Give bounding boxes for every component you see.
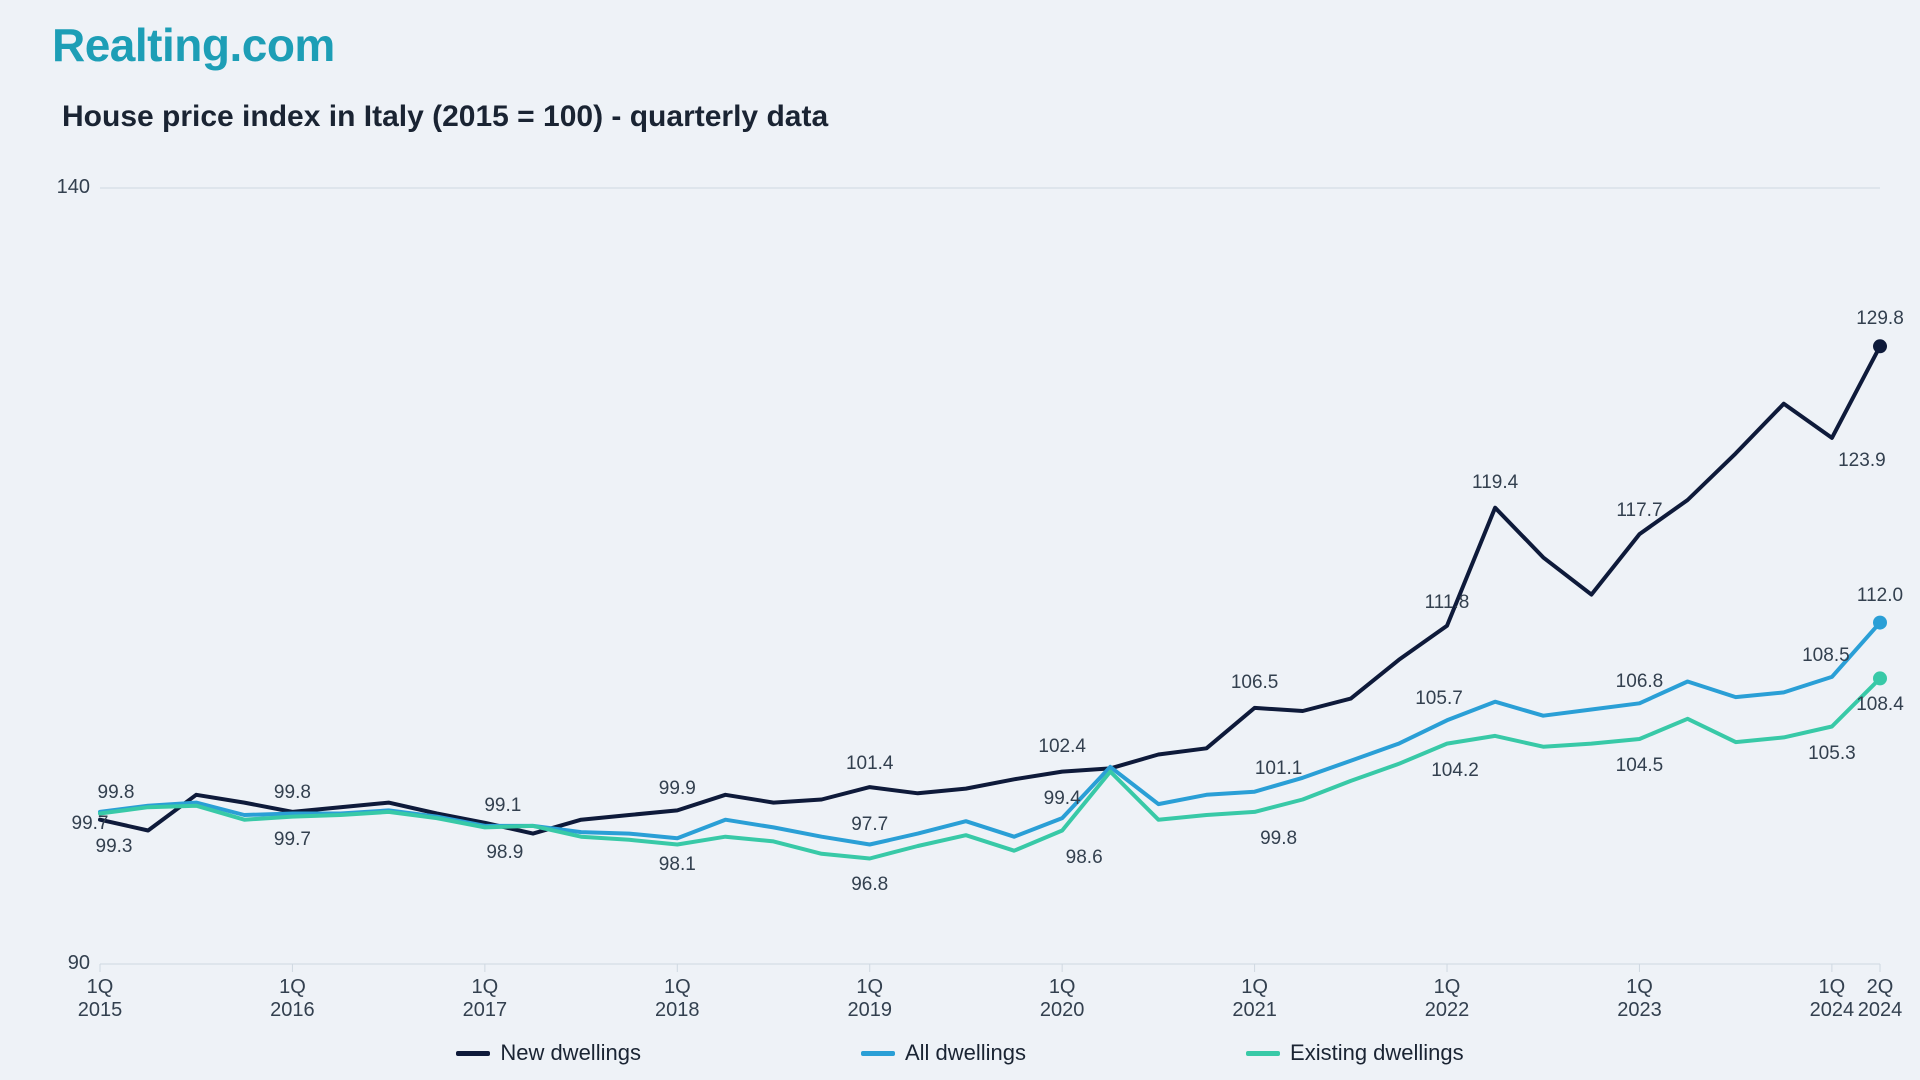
x-tick-label: 1Q2022 bbox=[1407, 976, 1487, 1022]
data-point-label: 104.2 bbox=[1431, 760, 1479, 782]
data-point-label: 99.7 bbox=[72, 813, 109, 835]
data-point-label: 97.7 bbox=[851, 814, 888, 836]
data-point-label: 99.9 bbox=[659, 778, 696, 800]
data-point-label: 108.4 bbox=[1856, 694, 1904, 716]
data-point-label: 117.7 bbox=[1616, 500, 1662, 522]
data-point-label: 99.7 bbox=[274, 829, 311, 851]
legend-label: Existing dwellings bbox=[1290, 1040, 1464, 1066]
data-point-label: 104.5 bbox=[1616, 755, 1664, 777]
data-point-label: 101.4 bbox=[846, 753, 894, 775]
data-point-label: 98.1 bbox=[659, 854, 696, 876]
x-tick-label: 2Q2024 bbox=[1840, 976, 1920, 1022]
data-point-label: 105.7 bbox=[1415, 688, 1463, 710]
legend-label: All dwellings bbox=[905, 1040, 1026, 1066]
data-point-label: 98.9 bbox=[486, 842, 523, 864]
chart-svg bbox=[0, 0, 1920, 1080]
legend-swatch bbox=[861, 1051, 895, 1056]
x-tick-label: 1Q2021 bbox=[1215, 976, 1295, 1022]
legend-label: New dwellings bbox=[500, 1040, 641, 1066]
data-point-label: 106.8 bbox=[1616, 671, 1664, 693]
data-point-label: 99.4 bbox=[1044, 788, 1081, 810]
x-tick-label: 1Q2017 bbox=[445, 976, 525, 1022]
x-tick-label: 1Q2018 bbox=[637, 976, 717, 1022]
legend-swatch bbox=[456, 1051, 490, 1056]
data-point-label: 123.9 bbox=[1838, 450, 1886, 472]
data-point-label: 106.5 bbox=[1231, 672, 1279, 694]
data-point-label: 96.8 bbox=[851, 874, 888, 896]
x-tick-label: 1Q2020 bbox=[1022, 976, 1102, 1022]
legend-item: All dwellings bbox=[861, 1040, 1026, 1066]
x-tick-label: 1Q2015 bbox=[60, 976, 140, 1022]
data-point-label: 102.4 bbox=[1038, 736, 1086, 758]
data-point-label: 108.5 bbox=[1802, 645, 1850, 667]
y-tick-label: 140 bbox=[30, 176, 90, 199]
x-tick-label: 1Q2023 bbox=[1599, 976, 1679, 1022]
chart-legend: New dwellings All dwellings Existing dwell… bbox=[0, 1040, 1920, 1066]
data-point-label: 101.1 bbox=[1255, 758, 1303, 780]
data-point-label: 98.6 bbox=[1066, 847, 1103, 869]
data-point-label: 99.1 bbox=[484, 795, 521, 817]
legend-swatch bbox=[1246, 1051, 1280, 1056]
data-point-label: 105.3 bbox=[1808, 743, 1856, 765]
y-tick-label: 90 bbox=[30, 952, 90, 975]
data-point-label: 99.8 bbox=[274, 782, 311, 804]
data-point-label: 99.3 bbox=[96, 836, 133, 858]
x-tick-label: 1Q2019 bbox=[830, 976, 910, 1022]
data-point-label: 119.4 bbox=[1472, 472, 1518, 494]
x-tick-label: 1Q2016 bbox=[252, 976, 332, 1022]
data-point-label: 129.8 bbox=[1856, 308, 1904, 330]
legend-item: Existing dwellings bbox=[1246, 1040, 1464, 1066]
data-point-label: 112.0 bbox=[1857, 585, 1903, 607]
chart-container: Realting.com House price index in Italy … bbox=[0, 0, 1920, 1080]
data-point-label: 111.8 bbox=[1425, 592, 1470, 614]
data-point-label: 99.8 bbox=[1260, 828, 1297, 850]
legend-item: New dwellings bbox=[456, 1040, 641, 1066]
data-point-label: 99.8 bbox=[98, 782, 135, 804]
